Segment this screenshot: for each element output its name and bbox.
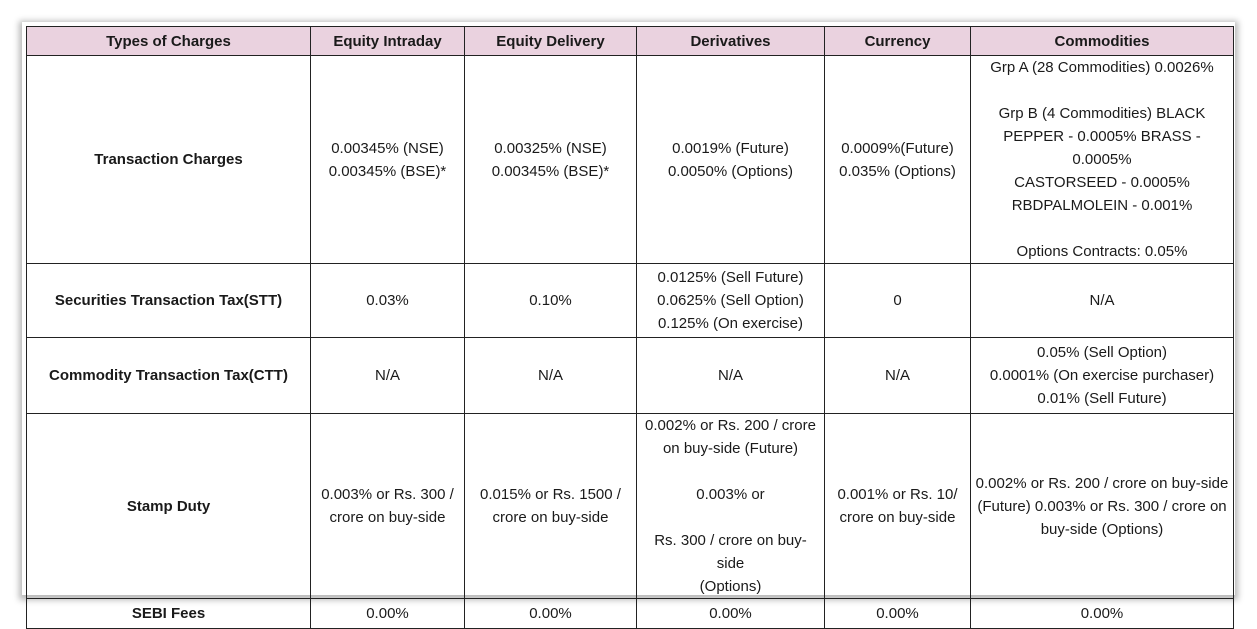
cell-line: PEPPER - 0.0005% BRASS - 0.0005%: [1003, 128, 1201, 168]
cell-line: 0.003% or: [696, 486, 765, 503]
cell-line: Rs. 300 / crore on buy-side: [654, 532, 807, 572]
cell-line: 0.002% or Rs. 200 / crore: [645, 417, 816, 434]
table-row: Stamp Duty 0.003% or Rs. 300 / crore on …: [26, 413, 1234, 599]
table-cell: 0.03%: [310, 263, 465, 338]
table-cell: N/A: [464, 337, 637, 414]
cell-line: 0.002% or Rs. 200 / crore on buy-side: [975, 474, 1229, 492]
table-cell: 0.00%: [970, 598, 1234, 629]
cell-line: 0.01% (Sell Future): [1037, 390, 1167, 407]
column-header: Types of Charges: [26, 26, 311, 56]
cell-line: (Options): [699, 578, 762, 595]
cell-line: Grp B (4 Commodities) BLACK: [998, 105, 1206, 122]
table-cell: 0.00%: [824, 598, 971, 629]
table-row: Transaction Charges 0.00345% (NSE) 0.003…: [26, 55, 1234, 264]
cell-line: crore on buy-side: [329, 509, 446, 526]
table-cell: 0.0125% (Sell Future) 0.0625% (Sell Opti…: [636, 263, 825, 338]
cell-line: 0.0125% (Sell Future): [657, 269, 804, 286]
table-cell: 0.00%: [310, 598, 465, 629]
column-header: Derivatives: [636, 26, 825, 56]
table-cell: Grp A (28 Commodities) 0.0026% Grp B (4 …: [970, 55, 1234, 264]
table-cell: N/A: [824, 337, 971, 414]
table-row: Securities Transaction Tax(STT) 0.03% 0.…: [26, 263, 1234, 338]
row-label: Commodity Transaction Tax(CTT): [26, 337, 311, 414]
table-header-row: Types of Charges Equity Intraday Equity …: [26, 26, 1234, 56]
table-cell: 0.10%: [464, 263, 637, 338]
cell-line: crore on buy-side: [839, 509, 956, 526]
cell-line: 0.0625% (Sell Option): [657, 292, 804, 309]
table-cell: 0.00%: [636, 598, 825, 629]
cell-line: 0.05% (Sell Option): [1036, 344, 1168, 361]
table-cell: 0.0009%(Future) 0.035% (Options): [824, 55, 971, 264]
table-cell: 0.002% or Rs. 200 / crore on buy-side (F…: [636, 413, 825, 599]
table-cell: 0.00345% (NSE) 0.00345% (BSE)*: [310, 55, 465, 264]
table-row: SEBI Fees 0.00% 0.00% 0.00% 0.00% 0.00%: [26, 598, 1234, 629]
cell-line: Options Contracts: 0.05%: [1016, 243, 1188, 260]
cell-line: 0.00345% (BSE)*: [491, 162, 610, 180]
row-label: Stamp Duty: [26, 413, 311, 599]
table-cell: N/A: [310, 337, 465, 414]
cell-line: (Future) 0.003% or Rs. 300 / crore on: [977, 497, 1227, 515]
table-cell: 0.003% or Rs. 300 / crore on buy-side: [310, 413, 465, 599]
table-row: Commodity Transaction Tax(CTT) N/A N/A N…: [26, 337, 1234, 414]
table-cell: 0.05% (Sell Option) 0.0001% (On exercise…: [970, 337, 1234, 414]
cell-line: 0.035% (Options): [839, 162, 956, 180]
table-cell: 0.015% or Rs. 1500 / crore on buy-side: [464, 413, 637, 599]
cell-line: crore on buy-side: [492, 509, 609, 526]
cell-line: buy-side (Options): [1040, 520, 1164, 538]
cell-line: 0.00345% (BSE)*: [328, 162, 447, 180]
cell-line: Grp A (28 Commodities) 0.0026%: [990, 59, 1214, 76]
column-header: Equity Intraday: [310, 26, 465, 56]
charges-table-card: Types of Charges Equity Intraday Equity …: [22, 22, 1235, 629]
table-cell: 0.00325% (NSE) 0.00345% (BSE)*: [464, 55, 637, 264]
table-cell: 0.00%: [464, 598, 637, 629]
row-label: Transaction Charges: [26, 55, 311, 264]
cell-line: 0.0019% (Future): [672, 139, 789, 157]
column-header: Commodities: [970, 26, 1234, 56]
cell-line: 0.125% (On exercise): [657, 315, 804, 332]
cell-line: 0.0009%(Future): [841, 139, 954, 157]
cell-line: 0.00325% (NSE): [494, 139, 607, 157]
cell-line: 0.00345% (NSE): [331, 139, 444, 157]
table-cell: 0: [824, 263, 971, 338]
cell-line: CASTORSEED - 0.0005%: [1014, 174, 1190, 191]
row-label: SEBI Fees: [26, 598, 311, 629]
column-header: Currency: [824, 26, 971, 56]
table-cell: N/A: [970, 263, 1234, 338]
table-cell: 0.001% or Rs. 10/ crore on buy-side: [824, 413, 971, 599]
cell-line: 0.003% or Rs. 300 /: [321, 486, 454, 503]
table-cell: N/A: [636, 337, 825, 414]
column-header: Equity Delivery: [464, 26, 637, 56]
cell-line: 0.001% or Rs. 10/: [837, 486, 958, 503]
table-cell: 0.002% or Rs. 200 / crore on buy-side (F…: [970, 413, 1234, 599]
cell-line: 0.015% or Rs. 1500 /: [480, 486, 621, 503]
row-label: Securities Transaction Tax(STT): [26, 263, 311, 338]
cell-line: on buy-side (Future): [662, 440, 799, 457]
cell-line: 0.0050% (Options): [667, 162, 794, 180]
cell-line: 0.0001% (On exercise purchaser): [989, 367, 1215, 384]
table-cell: 0.0019% (Future) 0.0050% (Options): [636, 55, 825, 264]
charges-table: Types of Charges Equity Intraday Equity …: [26, 26, 1234, 629]
cell-line: RBDPALMOLEIN - 0.001%: [1011, 197, 1193, 214]
